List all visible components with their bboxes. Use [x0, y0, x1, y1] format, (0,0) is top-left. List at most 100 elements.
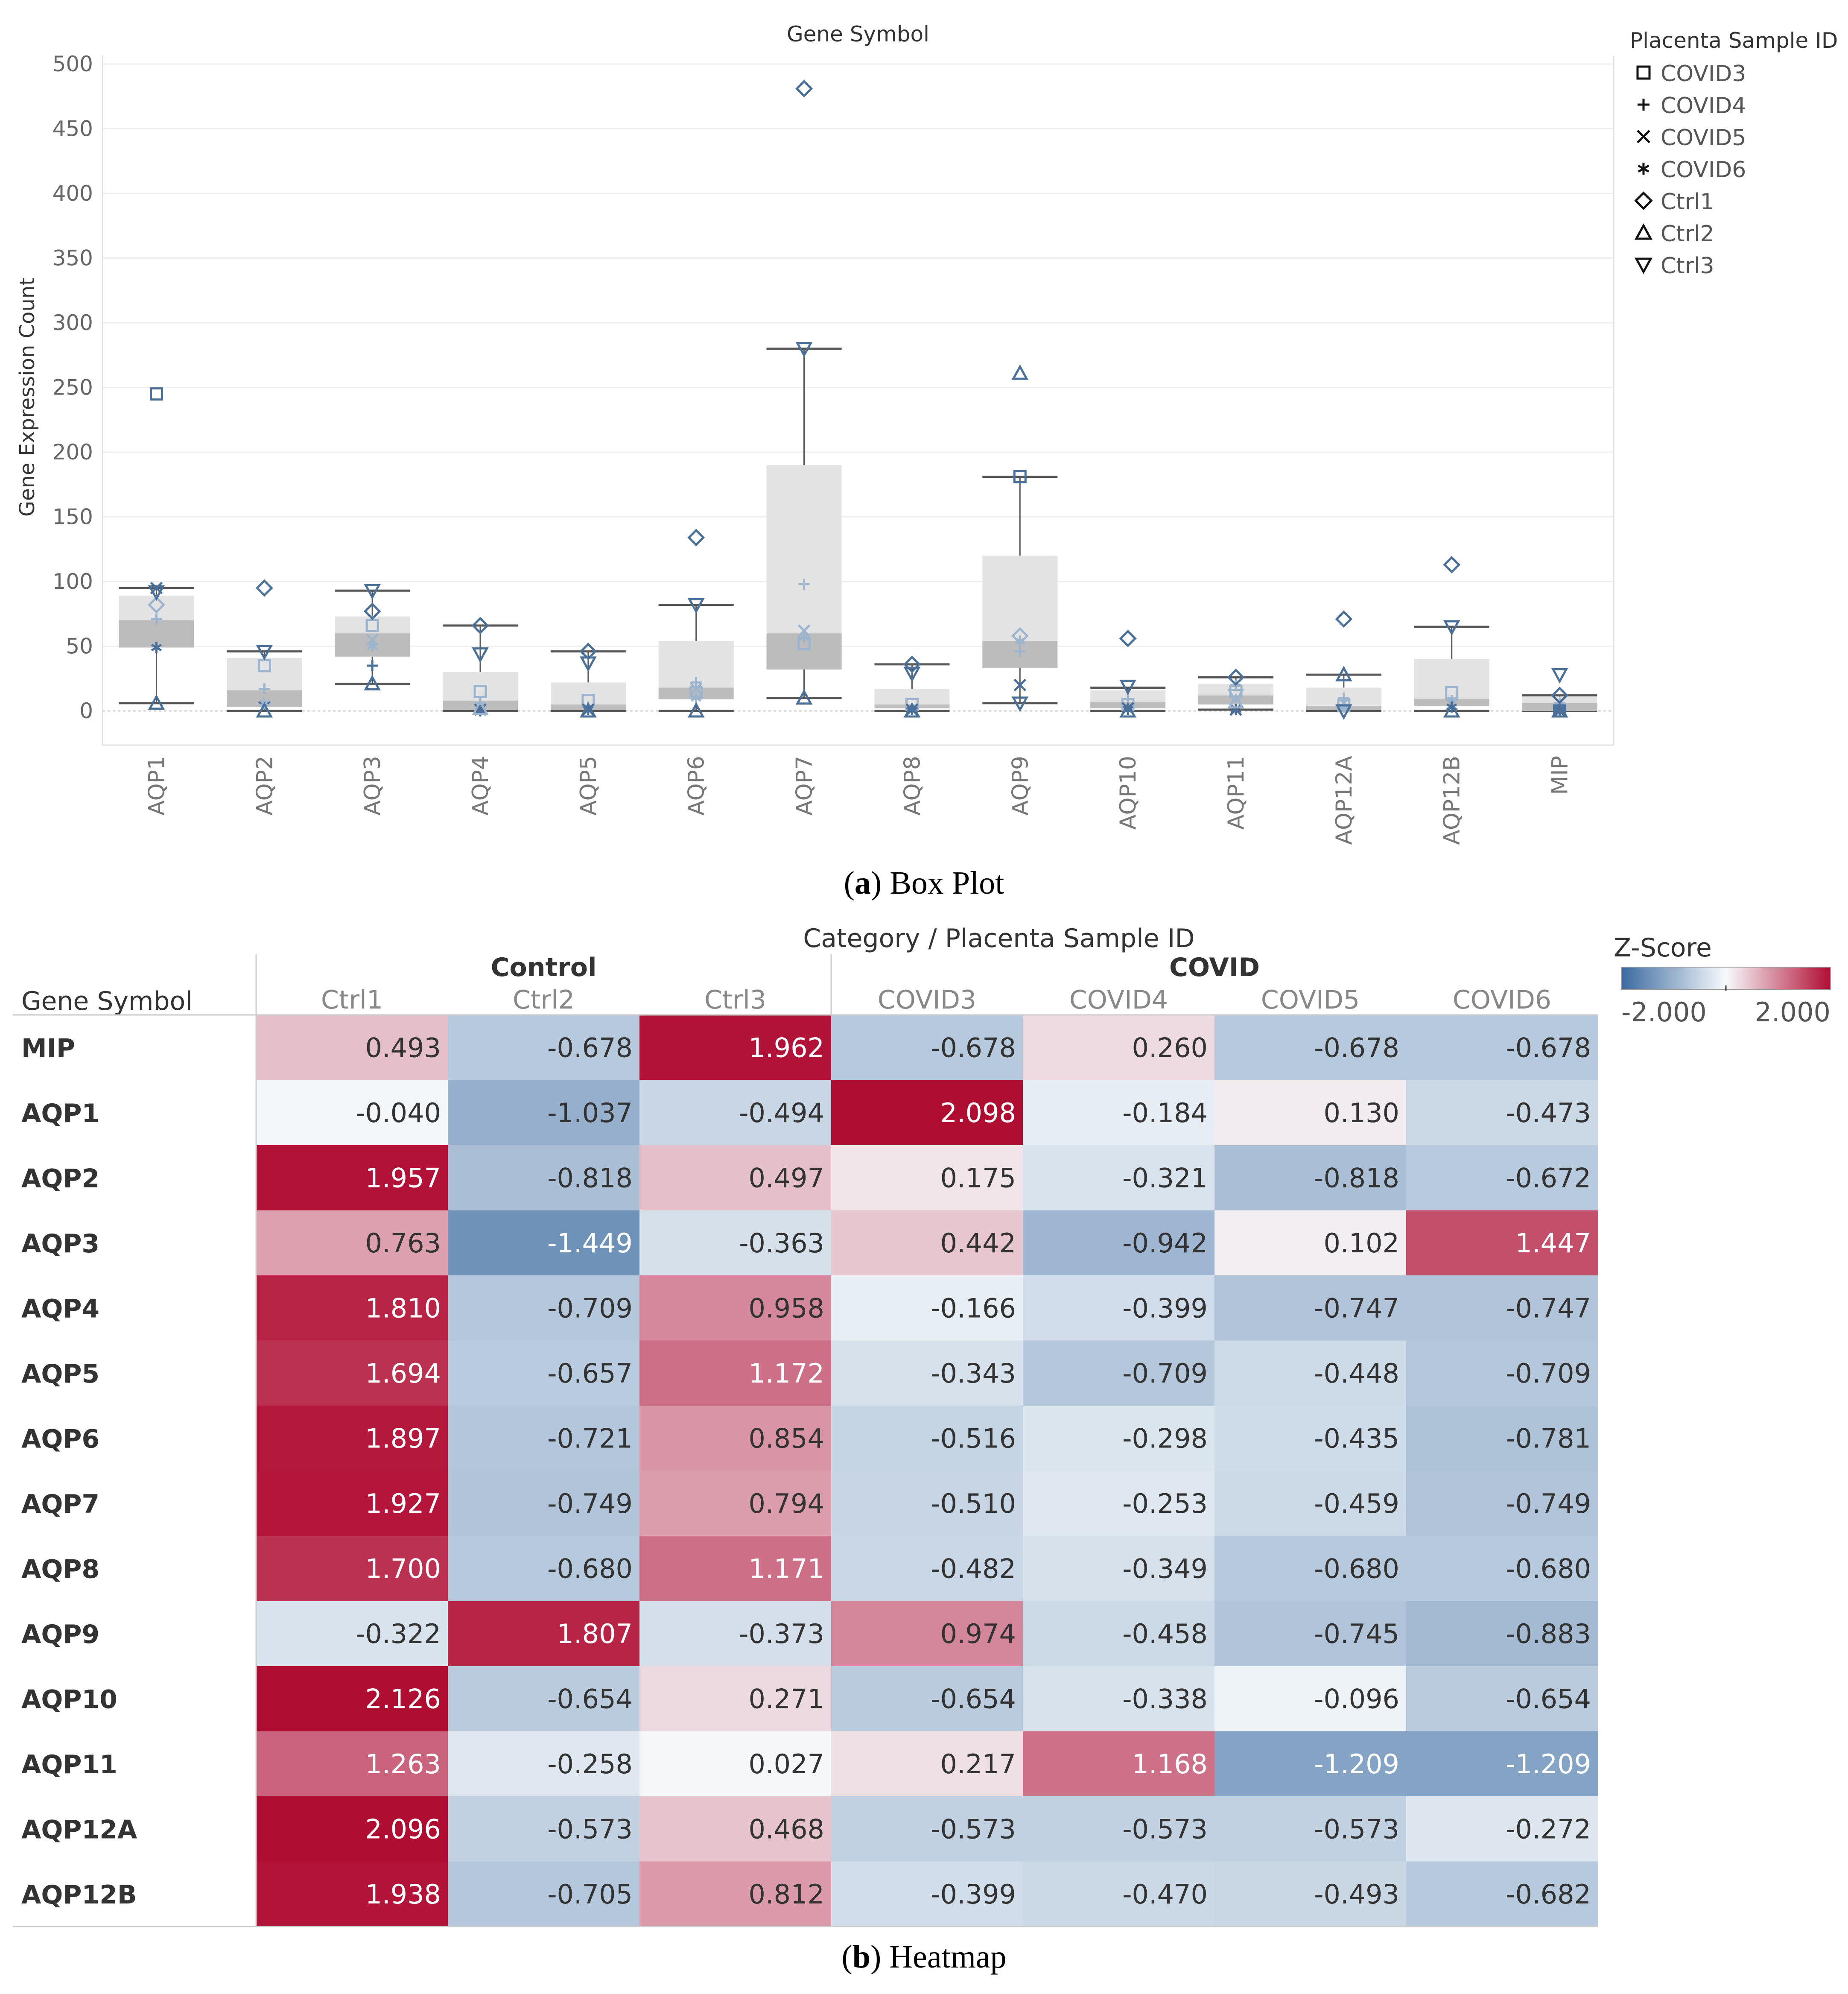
cell-aqp10-ctrl3 [639, 1666, 832, 1732]
cell-value-aqp1-ctrl1: -0.040 [356, 1097, 441, 1129]
cell-value-aqp9-covid6: -0.883 [1506, 1618, 1591, 1649]
cell-aqp12a-ctrl2 [448, 1796, 640, 1862]
cell-value-aqp10-ctrl3: 0.271 [749, 1683, 825, 1714]
y-tick-label-500: 500 [53, 52, 93, 76]
point-aqp4-ctrl3 [472, 647, 489, 663]
cell-value-aqp11-covid4: 1.168 [1132, 1748, 1208, 1780]
colorbar-min-label: -2.000 [1621, 997, 1707, 1028]
cell-aqp6-covid6 [1406, 1406, 1598, 1471]
point-aqp1-ctrl2 [148, 694, 165, 710]
x-tick-label-aqp10: AQP10 [1115, 756, 1141, 830]
cell-value-aqp9-ctrl1: -0.322 [356, 1618, 441, 1649]
point-aqp1-covid4 [151, 613, 162, 625]
legend-label-covid4: COVID4 [1661, 93, 1746, 119]
y-axis: 0 50 100 150 200 250 300 350 400 450 500 [53, 52, 103, 745]
y-tick-label-400: 400 [53, 181, 93, 206]
legend-label-ctrl3: Ctrl3 [1661, 253, 1714, 279]
cell-value-aqp7-covid4: -0.253 [1122, 1488, 1208, 1519]
row-label-aqp7: AQP7 [21, 1489, 99, 1519]
cell-aqp11-covid6 [1406, 1731, 1598, 1797]
cell-value-aqp6-covid5: -0.435 [1314, 1423, 1399, 1454]
cell-value-aqp5-ctrl2: -0.657 [547, 1358, 633, 1389]
caption-a-text: Box Plot [882, 865, 1004, 901]
cell-value-aqp11-ctrl2: -0.258 [547, 1748, 633, 1780]
x-tick-label-aqp1: AQP1 [144, 756, 169, 816]
cell-aqp9-covid3 [831, 1601, 1023, 1667]
cell-aqp12a-covid6 [1406, 1796, 1598, 1862]
point-aqp9-ctrl1 [1011, 627, 1029, 645]
cell-value-aqp9-covid5: -0.745 [1314, 1618, 1399, 1649]
cell-aqp7-ctrl3 [639, 1471, 832, 1536]
cell-aqp12a-ctrl3 [639, 1796, 832, 1862]
point-aqp7-ctrl2 [795, 689, 813, 705]
cell-value-aqp11-covid5: -1.209 [1314, 1748, 1399, 1780]
cell-aqp9-ctrl3 [639, 1601, 832, 1667]
point-aqp2-ctrl2 [256, 702, 273, 718]
row-header: Gene Symbol [21, 986, 193, 1016]
point-aqp4-ctrl2 [472, 699, 489, 715]
cell-value-aqp6-ctrl3: 0.854 [749, 1423, 825, 1454]
cell-aqp4-ctrl1 [256, 1275, 448, 1341]
group-header-control: Control [490, 953, 596, 982]
point-aqp6-ctrl3 [687, 598, 705, 614]
row-label-mip: MIP [21, 1033, 75, 1063]
cell-aqp8-covid4 [1023, 1536, 1215, 1602]
x-tick-label-aqp6: AQP6 [684, 756, 709, 816]
box-upper-aqp7 [766, 465, 842, 634]
box-plot-grid [102, 56, 1614, 746]
point-aqp1-ctrl1 [147, 596, 165, 614]
cell-aqp6-covid4 [1023, 1406, 1215, 1471]
column-header-covid3: COVID3 [878, 985, 976, 1015]
cell-aqp11-ctrl3 [639, 1731, 832, 1797]
point-aqp6-ctrl1 [687, 529, 705, 547]
cell-value-aqp4-ctrl2: -0.709 [547, 1292, 633, 1324]
caption-b: (b) Heatmap [841, 1939, 1007, 1975]
legend-marker-ctrl3 [1634, 257, 1653, 275]
cell-value-aqp5-covid5: -0.448 [1314, 1358, 1399, 1389]
cell-value-aqp12b-covid5: -0.493 [1314, 1879, 1399, 1910]
cell-aqp10-ctrl1 [256, 1666, 448, 1732]
cell-aqp1-ctrl2 [448, 1080, 640, 1146]
point-aqp12a-ctrl2 [1335, 666, 1352, 681]
legend-label-ctrl1: Ctrl1 [1661, 189, 1714, 215]
cell-value-aqp6-ctrl1: 1.897 [365, 1423, 441, 1454]
point-mip-ctrl2 [1551, 702, 1568, 718]
cell-value-aqp12b-covid4: -0.470 [1122, 1879, 1208, 1910]
row-label-aqp10: AQP10 [21, 1684, 117, 1714]
cell-aqp8-covid5 [1214, 1536, 1407, 1602]
x-tick-label-aqp5: AQP5 [576, 756, 601, 816]
cell-aqp2-ctrl1 [256, 1145, 448, 1211]
cell-value-aqp5-ctrl3: 1.172 [749, 1358, 825, 1389]
cell-value-aqp2-ctrl1: 1.957 [365, 1162, 441, 1193]
cell-value-aqp9-ctrl2: 1.807 [557, 1618, 633, 1649]
box-plot-title: Gene Symbol [787, 22, 929, 47]
cell-value-aqp3-covid6: 1.447 [1515, 1228, 1591, 1259]
cell-aqp5-covid4 [1023, 1340, 1215, 1406]
point-aqp10-ctrl3 [1119, 679, 1136, 696]
cell-aqp10-covid4 [1023, 1666, 1215, 1732]
legend-label-covid6: COVID6 [1661, 157, 1746, 183]
cell-value-aqp7-covid6: -0.749 [1506, 1488, 1591, 1519]
y-tick-label-250: 250 [53, 375, 93, 400]
cell-aqp4-covid4 [1023, 1275, 1215, 1341]
cell-aqp5-covid5 [1214, 1340, 1407, 1406]
cell-value-aqp12b-ctrl2: -0.705 [547, 1879, 633, 1910]
cell-aqp3-ctrl1 [256, 1210, 448, 1276]
cell-value-aqp8-covid3: -0.482 [931, 1553, 1016, 1584]
cell-value-aqp7-ctrl2: -0.749 [547, 1488, 633, 1519]
box-upper-aqp12b [1414, 659, 1489, 699]
cell-aqp1-covid5 [1214, 1080, 1407, 1146]
cell-aqp4-ctrl3 [639, 1275, 832, 1341]
cell-aqp12a-ctrl1 [256, 1796, 448, 1862]
row-label-aqp1: AQP1 [21, 1099, 99, 1129]
point-aqp7-covid4 [798, 579, 810, 590]
cell-value-aqp8-covid6: -0.680 [1506, 1553, 1591, 1584]
cell-mip-ctrl2 [448, 1015, 640, 1081]
point-mip-ctrl3 [1551, 668, 1568, 684]
cell-value-aqp2-covid6: -0.672 [1506, 1162, 1591, 1193]
cell-value-aqp5-ctrl1: 1.694 [365, 1358, 441, 1389]
y-tick-label-200: 200 [53, 440, 93, 465]
cell-aqp3-ctrl2 [448, 1210, 640, 1276]
cell-aqp6-ctrl1 [256, 1406, 448, 1471]
